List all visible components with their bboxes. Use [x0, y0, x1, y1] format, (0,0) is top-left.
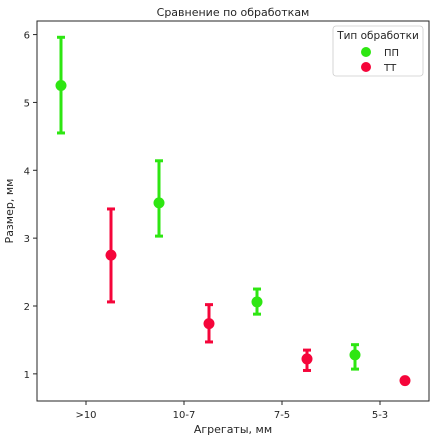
data-point: [105, 249, 117, 261]
data-point: [251, 296, 263, 308]
y-tick-label: 6: [24, 31, 30, 42]
legend-marker-tt: [361, 62, 371, 72]
x-tick-label: 5-3: [372, 410, 388, 421]
y-tick-label: 3: [24, 234, 30, 245]
y-tick-label: 1: [24, 370, 30, 381]
legend-label-tt: ТТ: [383, 63, 397, 74]
data-marks: [55, 35, 411, 387]
y-axis-label: Размер, мм: [3, 179, 16, 244]
y-tick-label: 2: [24, 302, 30, 313]
chart-title: Сравнение по обработкам: [157, 6, 310, 19]
x-axis: >10 10-7 7-5 5-3: [75, 401, 388, 421]
data-point: [153, 197, 165, 209]
x-tick-label: 10-7: [173, 410, 196, 421]
data-point: [55, 79, 67, 91]
legend: Тип обработки ПП ТТ: [332, 25, 424, 77]
legend-frame: [332, 25, 424, 77]
data-point: [203, 318, 215, 330]
data-point: [349, 349, 361, 361]
x-tick-label: >10: [75, 410, 96, 421]
legend-label-pp: ПП: [384, 48, 399, 59]
y-tick-label: 4: [24, 166, 30, 177]
legend-marker-pp: [361, 47, 371, 57]
plot-area: [36, 20, 430, 402]
legend-title: Тип обработки: [336, 30, 419, 42]
y-tick-label: 5: [24, 98, 30, 109]
y-axis: 1 2 3 4 5 6: [24, 31, 37, 381]
x-tick-label: 7-5: [274, 410, 290, 421]
data-point: [399, 375, 411, 387]
x-axis-label: Агрегаты, мм: [194, 423, 272, 436]
data-point: [301, 353, 313, 365]
